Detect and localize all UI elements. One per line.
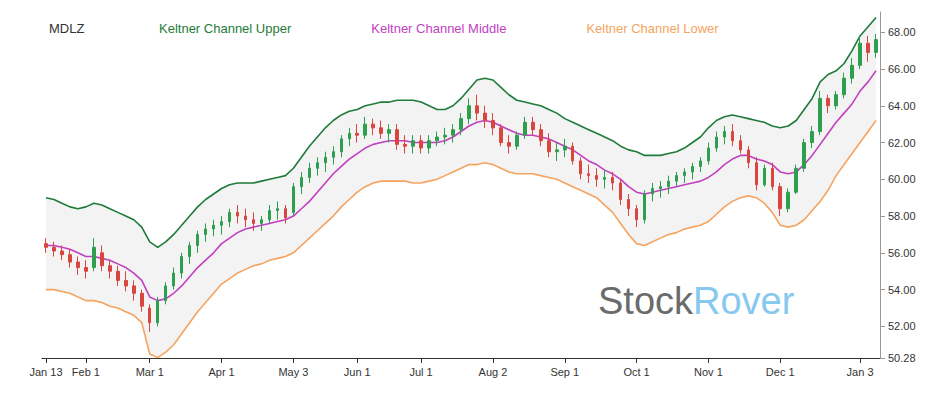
svg-text:Keltner Channel Upper: Keltner Channel Upper (159, 21, 292, 36)
svg-text:May 3: May 3 (278, 366, 308, 378)
svg-text:Sep 1: Sep 1 (550, 366, 579, 378)
svg-text:MDLZ: MDLZ (49, 21, 84, 36)
svg-text:54.00: 54.00 (888, 284, 916, 296)
svg-text:50.28: 50.28 (888, 352, 916, 364)
svg-text:58.00: 58.00 (888, 210, 916, 222)
svg-text:Rover: Rover (693, 280, 795, 322)
svg-text:Feb 1: Feb 1 (72, 366, 100, 378)
svg-text:Stock: Stock (598, 280, 694, 322)
svg-text:Mar 1: Mar 1 (136, 366, 164, 378)
svg-text:Oct 1: Oct 1 (623, 366, 649, 378)
svg-text:62.00: 62.00 (888, 137, 916, 149)
svg-text:52.00: 52.00 (888, 320, 916, 332)
svg-text:Nov 1: Nov 1 (694, 366, 723, 378)
svg-text:Dec 1: Dec 1 (766, 366, 795, 378)
svg-text:68.00: 68.00 (888, 26, 916, 38)
svg-text:64.00: 64.00 (888, 100, 916, 112)
svg-text:56.00: 56.00 (888, 247, 916, 259)
svg-text:Aug 2: Aug 2 (479, 366, 508, 378)
svg-text:Apr 1: Apr 1 (208, 366, 234, 378)
svg-text:Jan 13: Jan 13 (29, 366, 62, 378)
svg-text:66.00: 66.00 (888, 63, 916, 75)
svg-text:Jul 1: Jul 1 (409, 366, 432, 378)
svg-text:Jun 1: Jun 1 (344, 366, 371, 378)
svg-text:60.00: 60.00 (888, 173, 916, 185)
svg-text:Keltner Channel Middle: Keltner Channel Middle (371, 21, 506, 36)
svg-text:Keltner Channel Lower: Keltner Channel Lower (586, 21, 719, 36)
svg-text:Jan 3: Jan 3 (847, 366, 874, 378)
